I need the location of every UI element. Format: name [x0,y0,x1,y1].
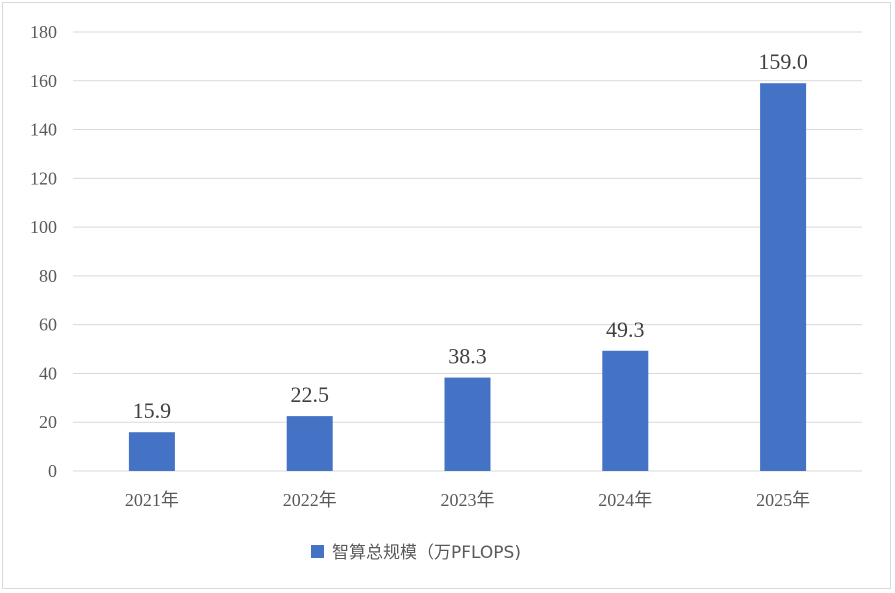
data-label: 159.0 [758,49,808,74]
bar [602,350,649,471]
bar [444,377,491,471]
y-tick-label: 0 [48,461,57,481]
x-tick-label: 2021年 [125,490,179,510]
data-labels: 15.9 22.5 38.3 49.3 159.0 [133,49,808,423]
bars [128,83,807,471]
y-tick-label: 160 [30,71,57,91]
data-label: 22.5 [290,382,329,407]
y-tick-label: 140 [30,120,57,140]
y-tick-label: 100 [30,217,57,237]
data-label: 15.9 [133,398,172,423]
x-tick-label: 2022年 [283,490,337,510]
x-tick-label: 2024年 [598,490,652,510]
gridlines [73,31,862,472]
x-axis-ticks: 2021年 2022年 2023年 2024年 2025年 [125,490,810,510]
data-label: 49.3 [606,317,645,342]
y-tick-label: 80 [39,266,57,286]
bar [286,416,333,471]
bar [760,83,807,471]
legend-swatch [311,545,324,558]
y-tick-label: 180 [30,22,57,42]
x-tick-label: 2023年 [441,490,495,510]
legend-label: 智算总规模（万PFLOPS) [332,543,521,563]
y-axis-ticks: 0 20 40 60 80 100 120 140 160 180 [30,22,57,481]
y-tick-label: 60 [39,315,57,335]
bar [128,432,175,471]
y-tick-label: 40 [39,363,57,383]
y-tick-label: 120 [30,168,57,188]
legend: 智算总规模（万PFLOPS) [311,543,521,563]
data-label: 38.3 [448,344,487,369]
x-tick-label: 2025年 [756,490,810,510]
y-tick-label: 20 [39,412,57,432]
